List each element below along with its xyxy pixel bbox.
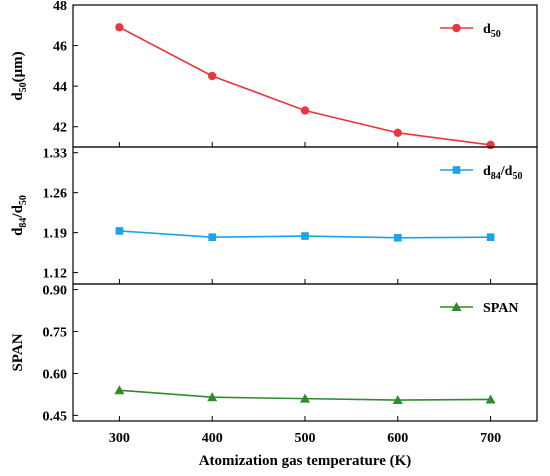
x-tick-label: 300 bbox=[109, 431, 130, 446]
legend-marker bbox=[451, 302, 462, 311]
y-axis-title: d50(μm) bbox=[10, 51, 29, 100]
data-point bbox=[301, 232, 309, 240]
data-point bbox=[486, 140, 495, 150]
y-tick-label: 0.60 bbox=[43, 367, 68, 382]
x-axis-title: Atomization gas temperature (K) bbox=[199, 453, 412, 469]
legend-marker bbox=[452, 23, 461, 33]
data-point bbox=[300, 106, 310, 115]
y-tick-label: 1.19 bbox=[43, 227, 68, 242]
data-point bbox=[393, 128, 402, 137]
data-point bbox=[300, 393, 310, 403]
y-tick-label: 0.90 bbox=[43, 284, 68, 299]
x-tick-label: 400 bbox=[202, 431, 223, 446]
y-tick-label: 0.45 bbox=[43, 409, 68, 424]
data-point bbox=[485, 394, 496, 404]
panel-frame bbox=[72, 146, 538, 285]
x-tick-label: 500 bbox=[295, 431, 316, 446]
legend-label: SPAN bbox=[483, 301, 519, 316]
panel-frame bbox=[72, 4, 538, 148]
y-tick-label: 44 bbox=[53, 80, 67, 95]
y-tick-label: 1.12 bbox=[43, 267, 68, 282]
y-axis-title: SPAN bbox=[10, 333, 26, 371]
y-tick-label: 0.75 bbox=[43, 326, 68, 341]
data-point bbox=[208, 233, 216, 241]
y-tick-label: 48 bbox=[53, 0, 67, 14]
data-point bbox=[207, 392, 218, 402]
y-tick-label: 1.33 bbox=[43, 147, 68, 162]
y-axis-title: d84/d50 bbox=[10, 195, 29, 236]
data-point bbox=[394, 233, 402, 242]
data-point bbox=[486, 233, 495, 241]
y-tick-label: 1.26 bbox=[43, 187, 68, 202]
x-tick-label: 600 bbox=[387, 431, 408, 446]
legend-label: d50 bbox=[483, 22, 501, 40]
y-tick-label: 46 bbox=[53, 40, 67, 55]
series-line bbox=[119, 26, 491, 146]
panel-1: 42 44 46 48 d50(μm) d50 bbox=[10, 0, 538, 148]
x-tick-label: 700 bbox=[480, 431, 501, 446]
data-point bbox=[115, 227, 124, 235]
y-tick-label: 42 bbox=[53, 121, 67, 136]
data-point bbox=[115, 23, 124, 32]
legend-label: d84/d50 bbox=[483, 164, 522, 182]
data-point bbox=[392, 395, 403, 405]
data-point bbox=[208, 71, 217, 81]
data-point bbox=[114, 385, 125, 395]
legend-marker bbox=[452, 166, 461, 174]
